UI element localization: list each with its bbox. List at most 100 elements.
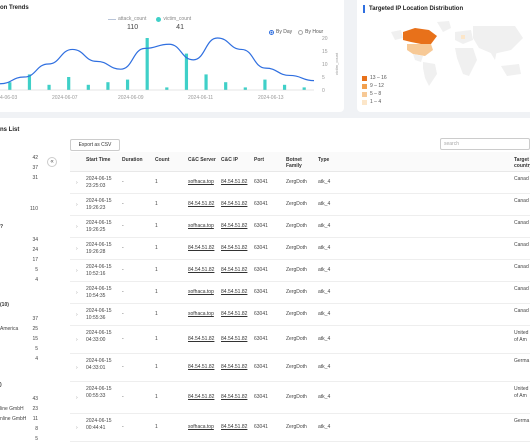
table-row[interactable]: › 2024-06-15 19:26:25 - 1 sofhaca.top 84.54.5…	[70, 216, 530, 238]
map-legend-item[interactable]: 13 – 16	[362, 74, 387, 82]
map-legend-item[interactable]: 1 – 4	[362, 98, 387, 106]
cell-ip[interactable]: 84.54.51.82	[221, 394, 248, 400]
victim-bar[interactable]	[165, 87, 169, 90]
victim-bar[interactable]	[47, 84, 51, 90]
stat-row[interactable]: 5	[0, 436, 40, 442]
cell-ip[interactable]: 84.54.51.82	[221, 267, 248, 273]
table-row[interactable]: › 2024-06-15 10:54:35 - 1 sofhaca.top 84.54.5…	[70, 282, 530, 304]
cell-ip[interactable]: 84.54.51.82	[221, 223, 248, 229]
cell-server[interactable]: sofhaca.top	[188, 289, 214, 295]
victim-bar[interactable]	[224, 82, 228, 90]
table-row[interactable]: › 2024-06-15 00:44:41 - 1 sofhaca.top 84.54.5…	[70, 414, 530, 442]
table-row[interactable]: › 2024-06-15 04:33:01 - 1 84.54.51.82 84.54.5…	[70, 354, 530, 382]
victim-bar[interactable]	[243, 87, 247, 90]
stat-row[interactable]: line GmbH 23	[0, 406, 40, 414]
expand-row-icon[interactable]: ›	[76, 180, 78, 186]
victim-bar[interactable]	[204, 74, 208, 90]
victim-bar[interactable]	[106, 82, 110, 90]
cell-ip[interactable]: 84.54.51.82	[221, 424, 248, 430]
column-header[interactable]: Count	[155, 157, 170, 163]
legend-victim[interactable]: victim_count	[156, 16, 191, 22]
victim-bar[interactable]	[263, 79, 267, 90]
map-legend-item[interactable]: 5 – 8	[362, 90, 387, 98]
stat-row[interactable]: 8	[0, 426, 40, 434]
legend-attack[interactable]: attack_count	[108, 16, 146, 22]
victim-bar[interactable]	[302, 87, 306, 90]
collapse-button[interactable]: «	[47, 157, 57, 167]
cell-server[interactable]: sofhaca.top	[188, 179, 214, 185]
cell-ip[interactable]: 84.54.51.82	[221, 201, 248, 207]
victim-bar[interactable]	[86, 84, 90, 90]
stat-row[interactable]: 5	[0, 267, 40, 275]
cell-server[interactable]: sofhaca.top	[188, 223, 214, 229]
table-row[interactable]: › 2024-06-15 23:25:03 - 1 sofhaca.top 84.54.5…	[70, 172, 530, 194]
victim-bar[interactable]	[125, 79, 130, 90]
table-row[interactable]: › 2024-06-15 00:55:33 - 1 84.54.51.82 84.54.5…	[70, 382, 530, 414]
cell-server[interactable]: 84.54.51.82	[188, 394, 215, 400]
victim-bar[interactable]	[282, 84, 287, 90]
victim-bar[interactable]	[27, 74, 32, 90]
table-row[interactable]: › 2024-06-15 19:26:28 - 1 84.54.51.82 84.54.5…	[70, 238, 530, 260]
stat-row[interactable]: nline GmbH 11	[0, 416, 40, 424]
victim-bar[interactable]	[8, 82, 12, 90]
expand-row-icon[interactable]: ›	[76, 202, 78, 208]
cell-ip[interactable]: 84.54.51.82	[221, 245, 248, 251]
stat-row[interactable]: 5	[0, 346, 40, 354]
table-row[interactable]: › 2024-06-15 19:26:23 - 1 84.54.51.82 84.54.5…	[70, 194, 530, 216]
cell-server[interactable]: 84.54.51.82	[188, 267, 215, 273]
column-header[interactable]: Port	[254, 157, 264, 163]
victim-bar[interactable]	[145, 38, 149, 90]
column-header[interactable]: Duration	[122, 157, 143, 163]
column-header[interactable]: Type	[318, 157, 330, 163]
expand-row-icon[interactable]: ›	[76, 365, 78, 371]
table-row[interactable]: › 2024-06-15 10:52:16 - 1 84.54.51.82 84.54.5…	[70, 260, 530, 282]
world-map[interactable]	[385, 18, 530, 88]
column-header[interactable]: Botnet Family	[286, 157, 302, 169]
expand-row-icon[interactable]: ›	[76, 337, 78, 343]
by-hour-radio[interactable]: By Hour	[298, 29, 323, 35]
victim-bar[interactable]	[67, 77, 71, 90]
export-csv-button[interactable]: Export as CSV	[70, 139, 120, 151]
cell-ip[interactable]: 84.54.51.82	[221, 336, 248, 342]
column-header[interactable]: C&C Server	[188, 157, 216, 163]
expand-row-icon[interactable]: ›	[76, 246, 78, 252]
cell-server[interactable]: 84.54.51.82	[188, 245, 215, 251]
stat-row[interactable]: 17	[0, 257, 40, 265]
cell-server[interactable]: 84.54.51.82	[188, 364, 215, 370]
stat-row[interactable]: 37	[0, 316, 40, 324]
cell-ip[interactable]: 84.54.51.82	[221, 179, 248, 185]
cell-server[interactable]: 84.54.51.82	[188, 336, 215, 342]
stat-row[interactable]: 31	[0, 175, 40, 183]
stat-row[interactable]: 15	[0, 336, 40, 344]
expand-row-icon[interactable]: ›	[76, 395, 78, 401]
stat-row[interactable]: 110	[0, 206, 40, 214]
expand-row-icon[interactable]: ›	[76, 268, 78, 274]
search-input[interactable]: search	[440, 138, 530, 150]
column-header[interactable]: Start Time	[86, 157, 111, 163]
column-header[interactable]: C&C IP	[221, 157, 238, 163]
cell-server[interactable]: sofhaca.top	[188, 424, 214, 430]
map-legend-item[interactable]: 9 – 12	[362, 82, 387, 90]
stat-row[interactable]: 37	[0, 165, 40, 173]
by-day-radio[interactable]: By Day	[269, 29, 292, 35]
expand-row-icon[interactable]: ›	[76, 312, 78, 318]
table-row[interactable]: › 2024-06-15 10:55:36 - 1 sofhaca.top 84.54.5…	[70, 304, 530, 326]
stat-row[interactable]: 42	[0, 155, 40, 163]
cell-ip[interactable]: 84.54.51.82	[221, 311, 248, 317]
stat-row[interactable]: 4	[0, 356, 40, 364]
expand-row-icon[interactable]: ›	[76, 224, 78, 230]
expand-row-icon[interactable]: ›	[76, 425, 78, 431]
expand-row-icon[interactable]: ›	[76, 290, 78, 296]
cell-server[interactable]: 84.54.51.82	[188, 201, 215, 207]
cell-server[interactable]: sofhaca.top	[188, 311, 214, 317]
cell-ip[interactable]: 84.54.51.82	[221, 364, 248, 370]
cell-ip[interactable]: 84.54.51.82	[221, 289, 248, 295]
table-row[interactable]: › 2024-06-15 04:33:00 - 1 84.54.51.82 84.54.5…	[70, 326, 530, 354]
stat-row[interactable]: 43	[0, 396, 40, 404]
stat-row[interactable]: 4	[0, 277, 40, 285]
victim-bar[interactable]	[184, 53, 189, 90]
column-header[interactable]: Target country	[514, 157, 530, 169]
stat-row[interactable]: America 25	[0, 326, 40, 334]
stat-row[interactable]: 34	[0, 237, 40, 245]
stat-row[interactable]: 24	[0, 247, 40, 255]
